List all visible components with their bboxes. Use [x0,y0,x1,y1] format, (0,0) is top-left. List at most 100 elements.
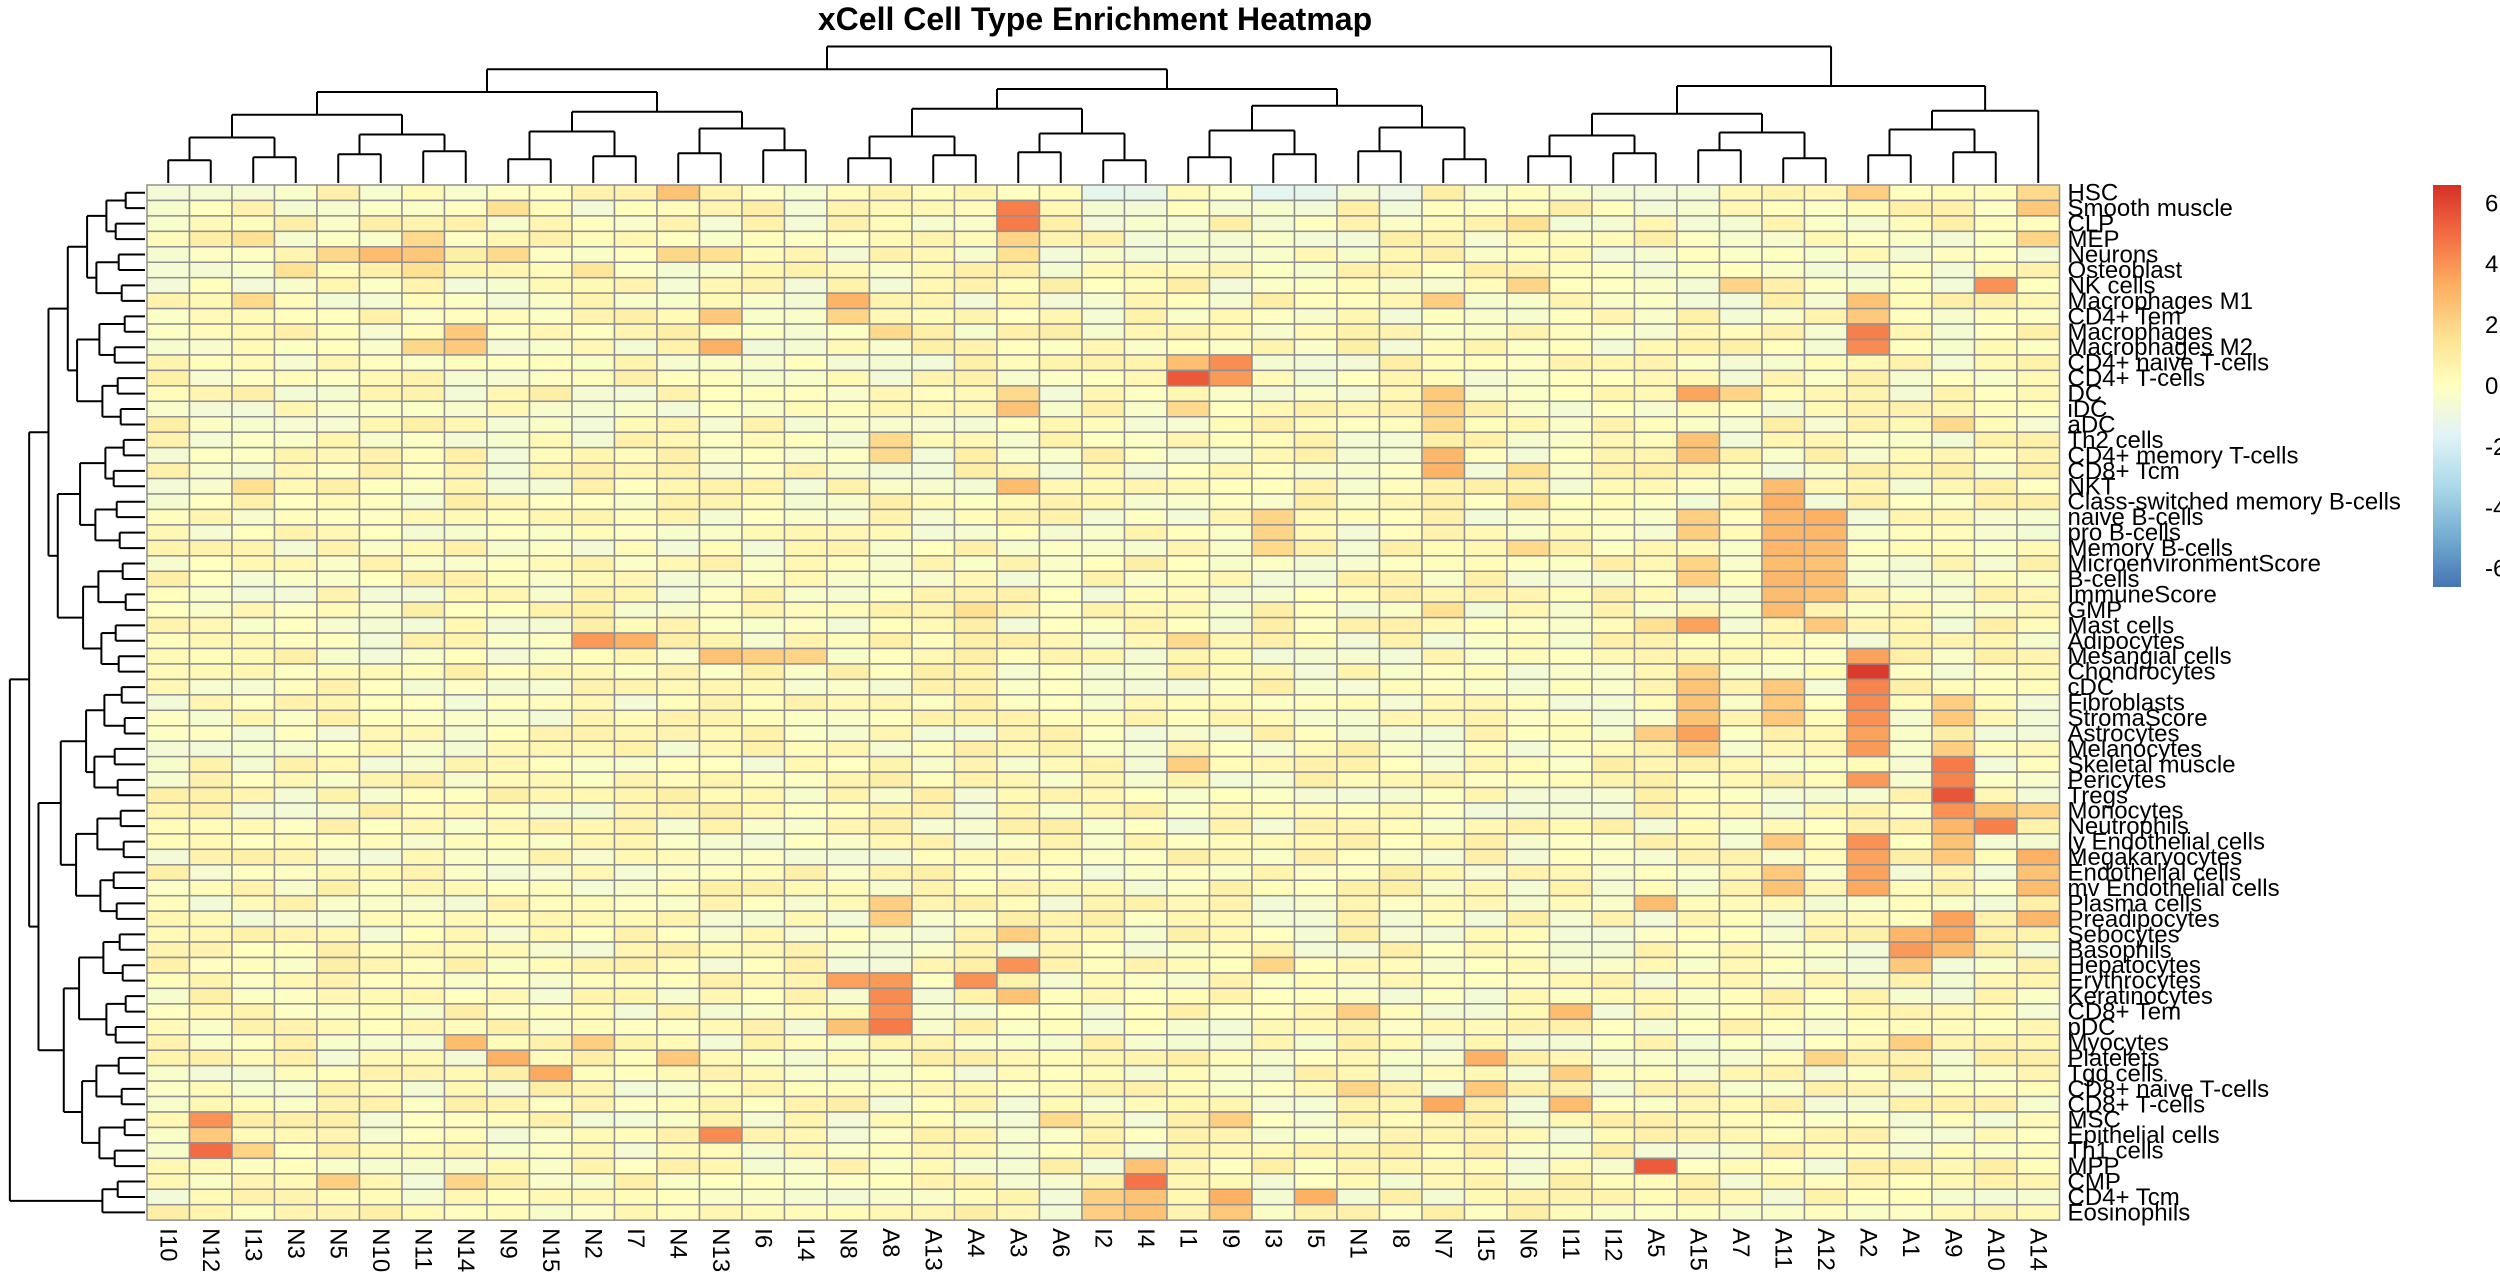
heatmap-cell [1208,632,1253,650]
heatmap-cell [953,802,998,820]
heatmap-cell [996,740,1041,758]
heatmap-cell [1888,524,1933,542]
row-label: CLP [2068,211,2115,238]
heatmap-cell [1676,431,1721,449]
heatmap-cell [783,694,828,712]
heatmap-cell [1718,508,1763,526]
heatmap-cell [1081,771,1126,789]
heatmap-cell [741,817,786,835]
heatmap-cell [1761,1126,1806,1144]
heatmap-cell [486,1049,531,1067]
heatmap-cell [1421,1142,1466,1160]
heatmap-cell [1081,941,1126,959]
column-label: A14 [2024,1228,2051,1271]
heatmap-cell [1931,385,1976,403]
heatmap-cell [1676,678,1721,696]
heatmap-cell [868,555,913,572]
heatmap-cell [401,276,446,294]
heatmap-cell [656,1034,701,1051]
heatmap-cell [528,446,573,464]
heatmap-cell [316,215,361,233]
heatmap-cell [401,925,446,943]
heatmap-cell [996,616,1041,634]
column-label: N5 [324,1228,351,1259]
heatmap-cell [443,817,488,835]
heatmap-cell [1336,524,1381,542]
heatmap-cell [826,601,871,619]
row-label: GMP [2068,597,2123,624]
heatmap-cell [1421,1080,1466,1098]
heatmap-cell [1038,1034,1083,1051]
heatmap-cell [316,848,361,866]
heatmap-cell [1973,354,2018,372]
heatmap-cell [656,647,701,665]
heatmap-cell [1081,616,1126,634]
heatmap-cell [443,694,488,712]
heatmap-cell [1803,925,1848,943]
heatmap-cell [1973,539,2018,557]
heatmap-cell [783,956,828,974]
column-label: N7 [1429,1228,1456,1259]
heatmap-cell [1718,833,1763,851]
heatmap-cell [1251,941,1296,959]
heatmap-cell [953,894,998,912]
heatmap-cell [1336,1111,1381,1129]
heatmap-cell [656,771,701,789]
heatmap-cell [231,1188,276,1206]
heatmap-cell [1761,369,1806,387]
heatmap-cell [1676,864,1721,881]
heatmap-cell [443,910,488,928]
row-label: Neutrophils [2068,813,2189,840]
heatmap-cell [1718,539,1763,557]
heatmap-cell [1548,1018,1593,1036]
heatmap-cell [783,678,828,696]
heatmap-cell [996,462,1041,480]
heatmap-cell [146,755,191,773]
heatmap-cell [953,632,998,650]
heatmap-cell [571,987,616,1005]
heatmap-cell [1038,709,1083,727]
heatmap-cell [613,508,658,526]
heatmap-cell [1251,276,1296,294]
heatmap-cell [1293,416,1338,433]
heatmap-cell [1463,817,1508,835]
row-label: CD4+ T-cells [2068,365,2206,392]
heatmap-cell [401,323,446,341]
heatmap-cell [911,1142,956,1160]
heatmap-cell [656,709,701,727]
heatmap-cell [1888,833,1933,851]
heatmap-cell [1676,369,1721,387]
heatmap-cell [783,740,828,758]
heatmap-cell [273,431,318,449]
heatmap-cell [741,1003,786,1021]
heatmap-cell [401,879,446,897]
heatmap-cell [1676,941,1721,959]
heatmap-cell [1378,555,1423,572]
heatmap-cell [146,694,191,712]
heatmap-cell [1378,987,1423,1005]
heatmap-cell [953,354,998,372]
heatmap-cell [1973,894,2018,912]
heatmap-cell [1846,385,1891,403]
heatmap-cell [1761,524,1806,542]
heatmap-cell [1633,709,1678,727]
heatmap-cell [1208,246,1253,264]
heatmap-cell [1251,1203,1296,1221]
heatmap-cell [1208,771,1253,789]
heatmap-cell [1591,848,1636,866]
heatmap-cell [1846,1157,1891,1175]
heatmap-cell [1888,338,1933,356]
heatmap-cell [1038,894,1083,912]
heatmap-cell [1676,616,1721,634]
heatmap-cell [698,740,743,758]
heatmap-cell [1591,972,1636,990]
heatmap-cell [1463,786,1508,804]
heatmap-cell [1293,261,1338,279]
heatmap-cell [528,987,573,1005]
heatmap-cell [1463,400,1508,418]
heatmap-cell [316,585,361,603]
heatmap-cell [1591,1049,1636,1067]
heatmap-cell [1973,570,2018,588]
heatmap-cell [953,1018,998,1036]
